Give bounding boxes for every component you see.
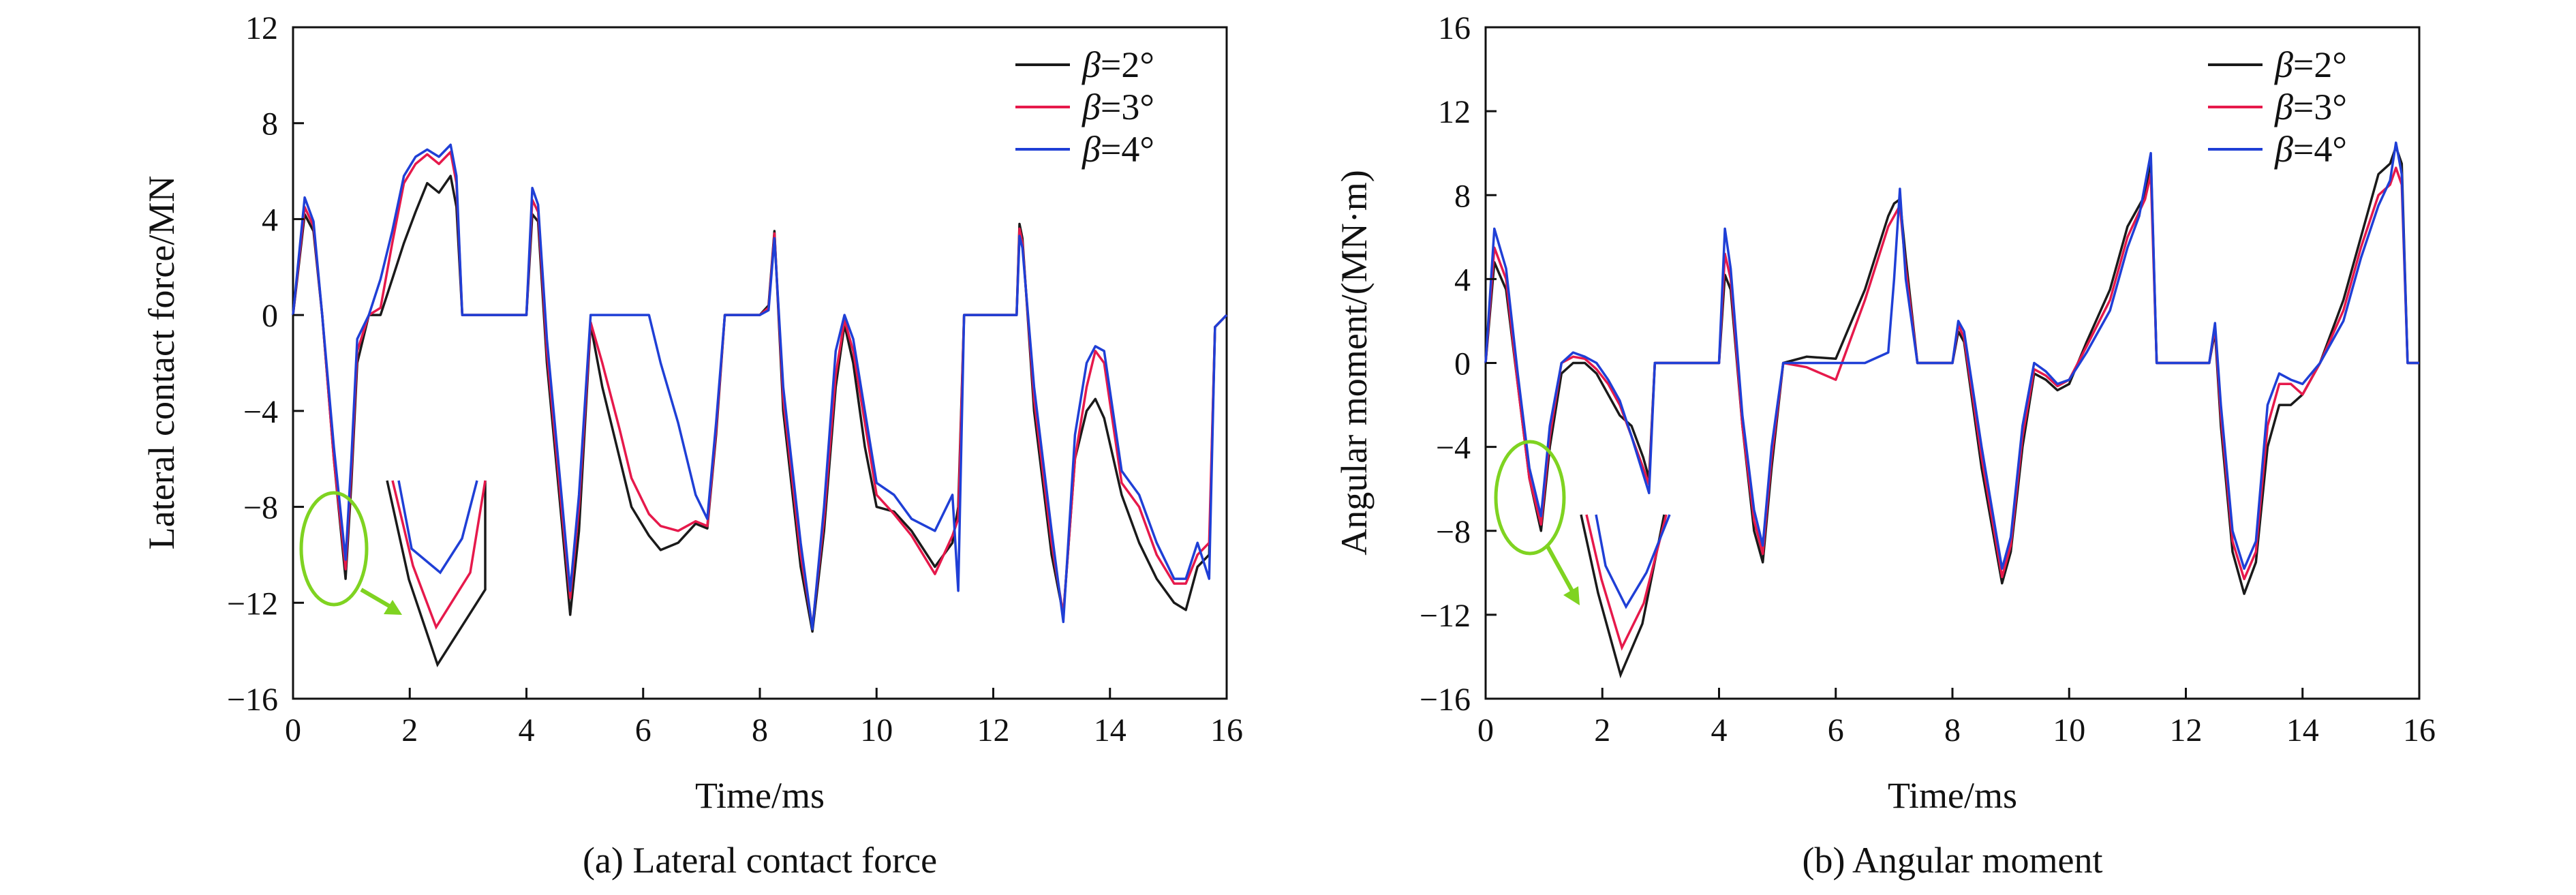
panel-a-series-line-2	[292, 175, 1228, 633]
panel-a-highlight-arrow	[360, 588, 395, 611]
panel-a-y-axis-ticks: −16 −12 −8 −4 0 4 8 12	[227, 10, 304, 718]
panel-a-x-tick-label: 14	[1094, 712, 1126, 748]
panel-a-y-tick-label: −8	[243, 490, 278, 526]
panel-b-series-line-4	[1484, 141, 2419, 570]
panel-b-caption: (b) Angular moment	[1803, 840, 2103, 881]
panel-a-y-tick-label: −16	[227, 682, 278, 718]
panel-a-y-tick-label: 8	[262, 106, 278, 142]
panel-b-y-tick-label: 4	[1454, 262, 1471, 298]
panel-b-y-tick-label: −16	[1420, 682, 1471, 718]
panel-a-caption: (a) Lateral contact force	[583, 840, 937, 881]
panel-a-legend-label-4: β=4°	[1082, 129, 1154, 170]
panel-b-angular-moment: 0 2 4 6 8 10 12 14 16 −16 −12 −8 −4 0 4 8 12 16 β=2°β=3°…	[1334, 10, 2436, 881]
panel-b-series-line-3	[1484, 166, 2419, 581]
panel-a-y-tick-label: 12	[245, 10, 278, 46]
panel-a-inset-line-beta4	[397, 480, 478, 575]
panel-b-y-axis-label: Angular moment/(MN·m)	[1334, 170, 1375, 555]
panel-b-y-axis-ticks: −16 −12 −8 −4 0 4 8 12 16	[1420, 10, 1497, 718]
panel-b-legend-label-2: β=2°	[2274, 44, 2347, 85]
panel-a-legend: β=2°β=3°β=4°	[1015, 44, 1154, 170]
panel-a-x-tick-label: 6	[635, 712, 651, 748]
panel-b-legend: β=2°β=3°β=4°	[2208, 44, 2347, 170]
panel-b-y-tick-label: 8	[1454, 178, 1471, 214]
panel-a-y-tick-label: 4	[262, 202, 278, 238]
panel-b-inset-line-beta4	[1595, 514, 1671, 609]
panel-b-highlight-arrow	[1545, 544, 1574, 592]
panel-a-lateral-contact-force: 0 2 4 6 8 10 12 14 16 −16 −12 −8 −4 0 4 8 12 β=2°β=3°β=…	[141, 10, 1243, 881]
panel-a-inset-line-beta3	[391, 480, 487, 630]
panel-a-x-axis-ticks: 0 2 4 6 8 10 12 14 16	[285, 688, 1243, 748]
panel-b-y-tick-label: −12	[1420, 598, 1471, 634]
panel-b-inset-line-beta2	[1580, 514, 1666, 679]
panel-b-x-tick-label: 4	[1711, 712, 1728, 748]
panel-a-x-axis-label: Time/ms	[695, 775, 825, 816]
panel-a-x-tick-label: 12	[977, 712, 1010, 748]
panel-b-x-axis-ticks: 0 2 4 6 8 10 12 14 16	[1477, 688, 2436, 748]
panel-b-x-tick-label: 6	[1828, 712, 1844, 748]
panel-a-y-axis-label: Lateral contact force/MN	[141, 176, 182, 550]
panel-b-x-tick-label: 14	[2286, 712, 2319, 748]
panel-b-series-lines	[1484, 141, 2419, 595]
panel-b-inset-line-beta3	[1585, 514, 1668, 651]
panel-b-y-tick-label: 0	[1454, 346, 1471, 382]
panel-b-x-tick-label: 16	[2403, 712, 2436, 748]
panel-a-x-tick-label: 4	[519, 712, 535, 748]
panel-a-x-tick-label: 16	[1210, 712, 1243, 748]
panel-b-zoom-inset	[1494, 440, 1671, 679]
panel-b-legend-label-4: β=4°	[2274, 129, 2347, 170]
panel-a-legend-label-2: β=2°	[1082, 44, 1154, 85]
panel-a-zoom-inset	[299, 480, 487, 668]
panel-b-x-tick-label: 0	[1477, 712, 1494, 748]
panel-a-y-tick-label: −12	[227, 586, 278, 622]
panel-b-x-tick-label: 2	[1594, 712, 1610, 748]
panel-a-x-tick-label: 2	[401, 712, 418, 748]
panel-a-x-tick-label: 10	[860, 712, 893, 748]
panel-a-y-tick-label: −4	[243, 394, 278, 430]
panel-a-highlight-arrowhead	[384, 600, 402, 615]
panel-b-x-tick-label: 8	[1944, 712, 1961, 748]
panel-b-x-axis-label: Time/ms	[1888, 775, 2017, 816]
panel-a-inset-line-beta2	[386, 480, 487, 668]
panel-b-legend-label-3: β=3°	[2274, 87, 2347, 127]
panel-a-highlight-ellipse	[299, 491, 369, 607]
panel-a-series-lines	[292, 143, 1228, 633]
panel-a-x-tick-label: 8	[752, 712, 768, 748]
panel-b-highlight-arrowhead	[1563, 586, 1580, 605]
panel-b-y-tick-label: 12	[1438, 94, 1471, 130]
panel-a-y-tick-label: 0	[262, 298, 278, 334]
panel-b-y-tick-label: −4	[1436, 430, 1471, 466]
panel-a-series-line-3	[292, 151, 1228, 628]
panel-a-legend-label-3: β=3°	[1082, 87, 1154, 127]
panel-b-y-tick-label: −8	[1436, 514, 1471, 550]
panel-b-x-tick-label: 12	[2170, 712, 2203, 748]
panel-b-y-tick-label: 16	[1438, 10, 1471, 46]
panel-b-x-tick-label: 10	[2053, 712, 2085, 748]
panel-a-series-line-4	[292, 143, 1228, 631]
panel-b-series-line-2	[1484, 145, 2419, 595]
panel-b-highlight-ellipse	[1494, 440, 1566, 556]
panel-a-x-tick-label: 0	[285, 712, 301, 748]
